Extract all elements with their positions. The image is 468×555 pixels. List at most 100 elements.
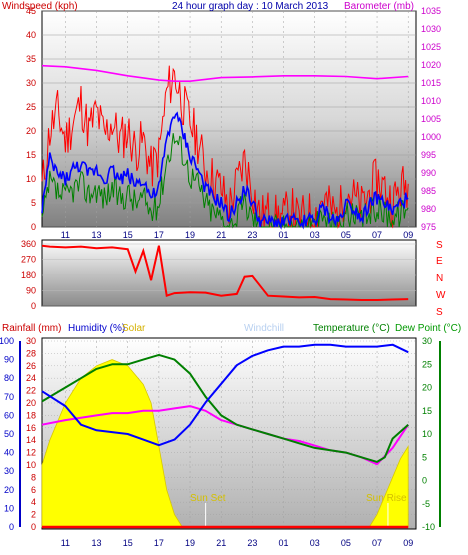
temp-x-tick: 05 <box>341 538 351 548</box>
sunset-annotation: Sun Set <box>190 493 226 504</box>
wind-x-tick: 05 <box>341 230 351 240</box>
barometer-line <box>41 64 409 82</box>
temp-x-tick: 07 <box>372 538 382 548</box>
legend-dewpoint: Dew Point (°C) <box>395 323 461 334</box>
legend-temperature: Temperature (°C) <box>313 323 390 334</box>
direction-panel-bg <box>41 239 417 307</box>
rain-y-tick: 10 <box>26 460 36 470</box>
rain-y-tick: 22 <box>26 386 36 396</box>
rain-y-tick: 0 <box>31 522 36 532</box>
temp-y-tick: 25 <box>422 359 432 369</box>
sunrise-annotation: Sun Rise <box>366 493 407 504</box>
legend-windchill: Windchill <box>244 323 284 334</box>
temp-y-tick: 10 <box>422 429 432 439</box>
compass-n: N <box>436 273 443 284</box>
wind-y-tick: 45 <box>26 6 36 16</box>
direction-y-tick: 360 <box>21 239 36 249</box>
humidity-y-tick: 30 <box>4 466 14 476</box>
wind-y-tick: 0 <box>31 222 36 232</box>
barometer-y-tick: 1025 <box>421 42 441 52</box>
legend-humidity: Humidity (%) <box>68 323 125 334</box>
tick-labels: 0510152025303540459759809859909951000100… <box>0 6 441 548</box>
rain-y-tick: 4 <box>31 497 36 507</box>
compass-s2: S <box>436 307 443 318</box>
temperature-line <box>41 353 409 463</box>
wind-x-tick: 23 <box>247 230 257 240</box>
rain-y-tick: 8 <box>31 472 36 482</box>
wind-x-tick: 15 <box>123 230 133 240</box>
humidity-y-tick: 20 <box>4 485 14 495</box>
wind-y-tick: 35 <box>26 54 36 64</box>
barometer-y-tick: 990 <box>421 168 436 178</box>
barometer-axis-label: Barometer (mb) <box>344 1 414 12</box>
wind-x-tick: 21 <box>216 230 226 240</box>
direction-y-tick: 180 <box>21 270 36 280</box>
humidity-y-tick: 70 <box>4 392 14 402</box>
wind-avg-line <box>41 111 409 230</box>
humidity-y-tick: 90 <box>4 355 14 365</box>
series-lines <box>41 64 410 529</box>
wind-x-tick: 09 <box>403 230 413 240</box>
wind-x-tick: 03 <box>310 230 320 240</box>
wind-low-line <box>41 133 409 229</box>
barometer-y-tick: 985 <box>421 186 436 196</box>
humidity-line <box>41 343 409 447</box>
rain-y-tick: 12 <box>26 448 36 458</box>
barometer-y-tick: 975 <box>421 222 436 232</box>
solar-area <box>41 359 409 528</box>
temp-x-tick: 15 <box>123 538 133 548</box>
direction-y-tick: 90 <box>26 286 36 296</box>
temp-x-tick: 09 <box>403 538 413 548</box>
temp-x-tick: 11 <box>61 538 70 548</box>
temp-y-tick: -10 <box>422 522 435 532</box>
solar-area-morning <box>368 445 409 528</box>
rain-y-tick: 28 <box>26 348 36 358</box>
humidity-y-tick: 80 <box>4 373 14 383</box>
wind-y-tick: 30 <box>26 78 36 88</box>
humidity-y-tick: 60 <box>4 410 14 420</box>
solar-area-afternoon <box>41 359 184 528</box>
wind-y-tick: 5 <box>31 198 36 208</box>
rain-y-tick: 2 <box>31 510 36 520</box>
barometer-y-tick: 995 <box>421 150 436 160</box>
windspeed-axis-label: Windspeed (kph) <box>2 1 78 12</box>
humidity-y-tick: 50 <box>4 429 14 439</box>
temp-y-tick: 20 <box>422 383 432 393</box>
temp-x-tick: 01 <box>279 538 289 548</box>
temp-y-tick: 5 <box>422 452 427 462</box>
wind-y-tick: 40 <box>26 30 36 40</box>
rain-y-tick: 26 <box>26 361 36 371</box>
compass-e: E <box>436 256 443 267</box>
barometer-y-tick: 1005 <box>421 114 441 124</box>
temp-x-tick: 17 <box>154 538 164 548</box>
barometer-y-tick: 1030 <box>421 24 441 34</box>
humidity-y-tick: 100 <box>0 336 14 346</box>
temp-x-tick: 23 <box>247 538 257 548</box>
temp-y-tick: 0 <box>422 476 427 486</box>
barometer-y-tick: 1035 <box>421 6 441 16</box>
temp-y-tick: 15 <box>422 406 432 416</box>
temp-y-tick: 30 <box>422 336 432 346</box>
humidity-y-tick: 10 <box>4 503 14 513</box>
barometer-y-tick: 1020 <box>421 60 441 70</box>
temp-x-tick: 03 <box>310 538 320 548</box>
humidity-y-tick: 40 <box>4 448 14 458</box>
wind-x-tick: 01 <box>279 230 289 240</box>
wind-y-tick: 10 <box>26 174 36 184</box>
chart-title: 24 hour graph day : 10 March 2013 <box>172 1 329 12</box>
direction-y-tick: 0 <box>31 301 36 311</box>
wind-x-tick: 13 <box>92 230 102 240</box>
temp-y-tick: -5 <box>422 499 430 509</box>
wind-x-tick: 19 <box>185 230 195 240</box>
rain-y-tick: 24 <box>26 373 36 383</box>
rain-y-tick: 14 <box>26 435 36 445</box>
wind-x-tick: 07 <box>372 230 382 240</box>
barometer-y-tick: 1000 <box>421 132 441 142</box>
direction-y-tick: 270 <box>21 255 36 265</box>
barometer-y-tick: 1015 <box>421 78 441 88</box>
humidity-y-tick: 0 <box>9 522 14 532</box>
rain-y-tick: 18 <box>26 410 36 420</box>
legend-rainfall: Rainfall (mm) <box>2 323 61 334</box>
